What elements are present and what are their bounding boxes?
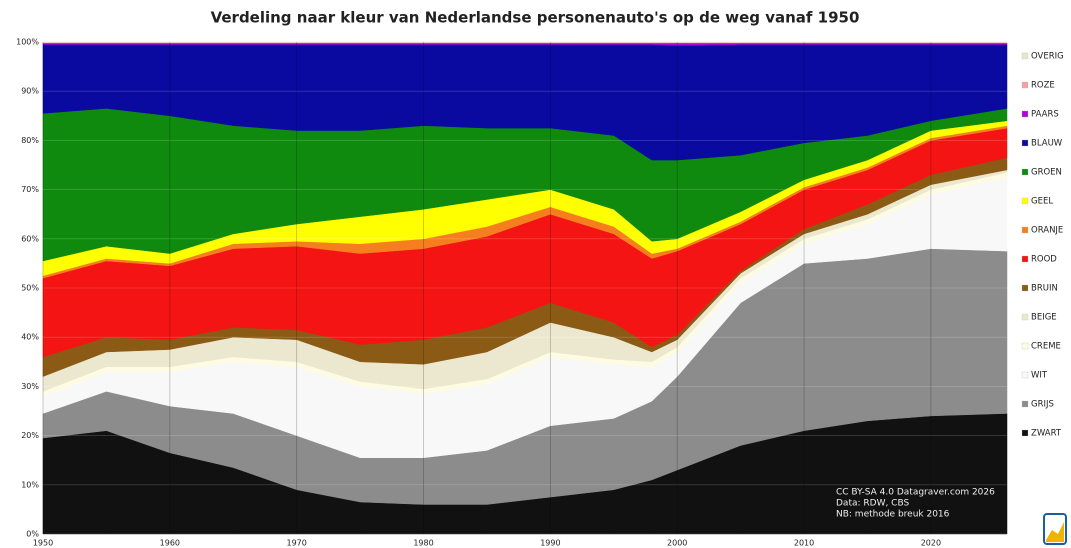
legend-swatch bbox=[1021, 110, 1029, 118]
y-tick-label: 60% bbox=[21, 234, 39, 243]
y-tick-label: 20% bbox=[21, 431, 39, 440]
legend-swatch bbox=[1021, 313, 1029, 321]
x-tick-label: 1960 bbox=[160, 539, 180, 548]
plot-area bbox=[42, 41, 1008, 535]
legend-label: BEIGE bbox=[1031, 313, 1057, 323]
x-tick-label: 2000 bbox=[667, 539, 687, 548]
y-tick-label: 40% bbox=[21, 333, 39, 342]
legend-swatch bbox=[1021, 342, 1029, 350]
legend-swatch bbox=[1021, 226, 1029, 234]
x-tick-label: 2020 bbox=[921, 539, 941, 548]
legend-label: OVERIG bbox=[1031, 52, 1064, 62]
legend-swatch bbox=[1021, 284, 1029, 292]
x-tick-label: 1980 bbox=[413, 539, 433, 548]
legend-label: GROEN bbox=[1031, 168, 1062, 178]
legend-label: BRUIN bbox=[1031, 284, 1058, 294]
legend-swatch bbox=[1021, 197, 1029, 205]
annotation: CC BY-SA 4.0 Datagraver.com 2026 bbox=[836, 488, 995, 498]
y-tick-label: 70% bbox=[21, 185, 39, 194]
logo-shape bbox=[1046, 522, 1064, 542]
x-tick-label: 1990 bbox=[540, 539, 560, 548]
legend-label: ROZE bbox=[1031, 81, 1055, 91]
legend-label: ORANJE bbox=[1031, 226, 1063, 236]
x-tick-label: 1970 bbox=[287, 539, 307, 548]
y-tick-label: 0% bbox=[26, 530, 39, 539]
y-tick-label: 90% bbox=[21, 87, 39, 96]
legend-swatch bbox=[1021, 168, 1029, 176]
y-tick-label: 50% bbox=[21, 284, 39, 293]
legend-swatch bbox=[1021, 81, 1029, 89]
legend-label: PAARS bbox=[1031, 110, 1059, 120]
logo bbox=[1043, 513, 1067, 545]
annotation: NB: methode breuk 2016 bbox=[836, 510, 950, 520]
x-tick-label: 1950 bbox=[33, 539, 53, 548]
legend-swatch bbox=[1021, 371, 1029, 379]
y-tick-label: 100% bbox=[16, 38, 39, 47]
legend-label: BLAUW bbox=[1031, 139, 1063, 149]
chart-title: Verdeling naar kleur van Nederlandse per… bbox=[211, 9, 860, 27]
legend-label: ROOD bbox=[1031, 255, 1057, 265]
y-tick-label: 80% bbox=[21, 136, 39, 145]
legend-swatch bbox=[1021, 139, 1029, 147]
legend-swatch bbox=[1021, 255, 1029, 263]
annotation: Data: RDW, CBS bbox=[836, 499, 909, 509]
y-tick-label: 30% bbox=[21, 382, 39, 391]
legend-swatch bbox=[1021, 400, 1029, 408]
legend-swatch bbox=[1021, 429, 1029, 437]
legend-label: GRIJS bbox=[1031, 400, 1054, 410]
legend-label: GEEL bbox=[1031, 197, 1053, 207]
legend-label: WIT bbox=[1031, 371, 1048, 381]
legend-swatch bbox=[1021, 52, 1029, 60]
legend-label: CREME bbox=[1031, 342, 1061, 352]
legend-label: ZWART bbox=[1031, 429, 1062, 439]
y-tick-label: 10% bbox=[21, 480, 39, 489]
x-tick-label: 2010 bbox=[794, 539, 814, 548]
